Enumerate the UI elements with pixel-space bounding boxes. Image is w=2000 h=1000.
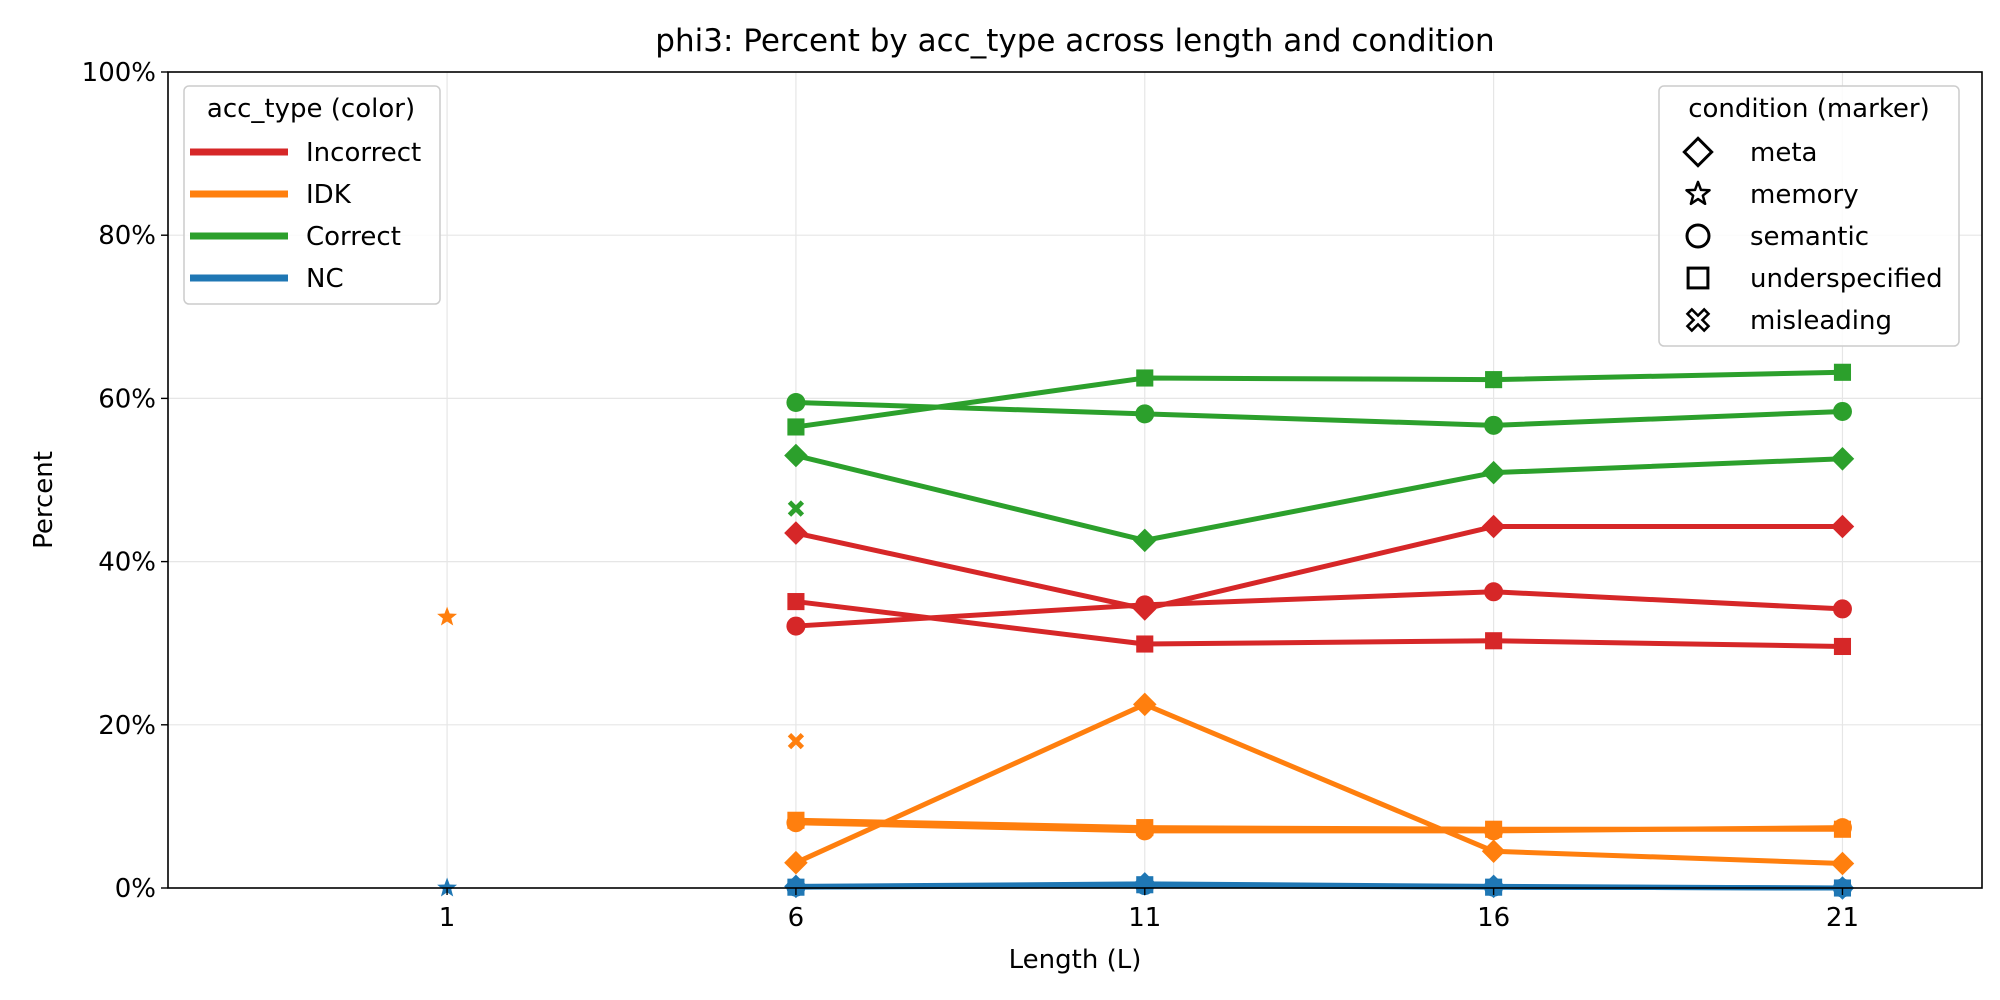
- data-point-correct-underspecified: [1833, 363, 1852, 381]
- legend-label-idk: IDK: [306, 180, 352, 210]
- series-line-incorrect-meta: [793, 524, 1845, 612]
- data-point-idk-semantic: [786, 813, 806, 833]
- data-point-correct-semantic: [1484, 415, 1504, 435]
- legend-label-misleading: misleading: [1750, 306, 1892, 336]
- data-point-incorrect-meta: [1481, 514, 1506, 539]
- y-tick-label: 60%: [98, 384, 156, 414]
- legend-condition-title: condition (marker): [1688, 94, 1930, 124]
- data-point-incorrect-underspecified: [1136, 635, 1154, 653]
- data-points: [437, 363, 1855, 900]
- data-point-idk-meta: [1481, 839, 1506, 864]
- legend-acc-type: acc_type (color) Incorrect IDK Correct NC: [183, 85, 441, 305]
- data-point-incorrect-meta: [1830, 514, 1855, 539]
- chart-title: phi3: Percent by acc_type across length …: [655, 23, 1494, 59]
- series-line-correct-meta: [793, 453, 1845, 543]
- data-point-nc-semantic: [1135, 876, 1155, 896]
- data-point-idk-misleading: [787, 732, 805, 750]
- series-line-idk-meta: [793, 701, 1845, 867]
- y-tick-label: 80%: [98, 221, 156, 251]
- data-point-correct-meta: [784, 443, 808, 468]
- data-point-incorrect-meta: [784, 521, 808, 545]
- x-tick-label: 16: [1477, 903, 1510, 933]
- data-point-incorrect-underspecified: [787, 593, 805, 611]
- x-tick-label: 1: [439, 903, 456, 933]
- data-point-idk-semantic: [1832, 818, 1852, 838]
- data-point-incorrect-semantic: [1484, 582, 1504, 602]
- series-line-incorrect-underspecified: [793, 599, 1845, 649]
- data-point-nc-semantic: [786, 877, 806, 897]
- legend-label-semantic: semantic: [1750, 222, 1869, 252]
- x-tick-label: 21: [1826, 903, 1859, 933]
- x-tick-label: 6: [788, 903, 805, 933]
- legend-condition-box: [1658, 85, 1960, 347]
- legend-label-incorrect: Incorrect: [306, 138, 421, 168]
- x-tick-label: 11: [1128, 903, 1161, 933]
- data-point-incorrect-semantic: [1135, 595, 1155, 615]
- data-point-correct-semantic: [1135, 404, 1155, 424]
- legend-label-underspecified: underspecified: [1750, 264, 1943, 294]
- data-point-correct-underspecified: [787, 418, 805, 436]
- data-point-idk-meta: [784, 850, 808, 875]
- data-point-nc-memory: [437, 877, 458, 897]
- data-point-idk-meta: [1132, 692, 1157, 717]
- legend-label-correct: Correct: [306, 222, 401, 252]
- data-point-correct-meta: [1481, 460, 1506, 485]
- axes: 1 6 11 16 210%20%40%60%80%100%: [82, 58, 1859, 933]
- y-tick-label: 40%: [98, 548, 156, 578]
- series-lines: [793, 369, 1845, 891]
- plot-frame: [167, 71, 1983, 889]
- data-point-incorrect-semantic: [786, 616, 806, 636]
- y-tick-label: 100%: [82, 58, 156, 88]
- data-point-correct-meta: [1132, 528, 1157, 553]
- legend-label-memory: memory: [1750, 180, 1859, 210]
- data-point-correct-underspecified: [1136, 369, 1154, 387]
- legend-marker-misleading: [1685, 307, 1711, 333]
- data-point-correct-semantic: [786, 392, 806, 412]
- data-point-correct-meta: [1830, 447, 1855, 471]
- data-point-idk-semantic: [1484, 821, 1504, 841]
- data-point-correct-underspecified: [1485, 371, 1503, 389]
- legend-label-meta: meta: [1750, 138, 1817, 168]
- y-tick-label: 0%: [115, 874, 156, 904]
- data-point-incorrect-semantic: [1832, 599, 1852, 619]
- data-point-idk-semantic: [1135, 821, 1155, 841]
- y-tick-label: 20%: [98, 711, 156, 741]
- series-line-incorrect-semantic: [793, 589, 1845, 629]
- series-line-correct-semantic: [793, 399, 1845, 428]
- legend-marker-semantic: [1685, 223, 1711, 249]
- data-point-incorrect-underspecified: [1833, 637, 1852, 656]
- data-point-incorrect-underspecified: [1485, 632, 1503, 650]
- legend-marker-underspecified: [1686, 266, 1710, 290]
- series-line-idk-semantic: [793, 820, 1845, 834]
- data-point-idk-meta: [1830, 851, 1855, 876]
- legend-marker-meta: [1682, 136, 1714, 168]
- x-axis-label: Length (L): [1009, 945, 1142, 975]
- legend-condition: condition (marker) meta memory semantic und…: [1658, 85, 1960, 347]
- legend-marker-memory: [1685, 180, 1711, 206]
- data-point-nc-semantic: [1484, 877, 1504, 897]
- data-point-correct-misleading: [787, 500, 805, 517]
- legend-acc-type-title: acc_type (color): [207, 94, 415, 124]
- y-axis-label: Percent: [29, 451, 59, 549]
- data-point-idk-memory: [437, 606, 458, 626]
- legend-acc-type-box: [183, 85, 441, 305]
- series-line-correct-underspecified: [793, 369, 1845, 430]
- legend-label-nc: NC: [306, 264, 344, 294]
- data-point-correct-semantic: [1832, 401, 1852, 421]
